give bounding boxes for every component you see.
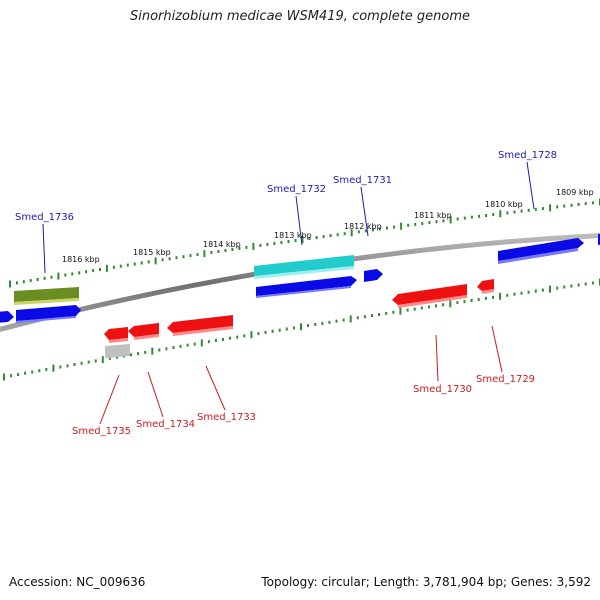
gene-label-smed-1731[interactable]: Smed_1731 (333, 175, 392, 186)
gene-label-smed-1734[interactable]: Smed_1734 (136, 419, 195, 430)
gene-cyan-1732[interactable] (254, 255, 354, 276)
forward-genes (0, 233, 600, 323)
reverse-genes (104, 279, 494, 358)
gene-label-smed-1730[interactable]: Smed_1730 (413, 384, 472, 395)
reverse-leader-lines (99, 325, 503, 425)
genome-title: Sinorhizobium medicae WSM419, complete g… (129, 9, 471, 24)
kbp-label-1816: 1816 kbp (62, 255, 100, 264)
reverse-tick-track (3, 278, 600, 381)
gene-label-smed-1733[interactable]: Smed_1733 (197, 412, 256, 423)
gene-label-smed-1728[interactable]: Smed_1728 (498, 150, 557, 161)
kbp-label-1814: 1814 kbp (203, 240, 241, 249)
kbp-label-1809: 1809 kbp (556, 188, 594, 197)
forward-tick-track (9, 198, 600, 288)
kbp-label-1810: 1810 kbp (485, 200, 523, 209)
accession-label: Accession: NC_009636 (9, 575, 146, 589)
gene-red-1735[interactable] (104, 327, 128, 340)
kbp-label-1811: 1811 kbp (414, 211, 452, 220)
gene-label-smed-1729[interactable]: Smed_1729 (476, 374, 535, 385)
kbp-label-1812: 1812 kbp (344, 222, 382, 231)
gene-blue-forward-1[interactable] (16, 305, 81, 321)
gene-red-1734[interactable] (128, 323, 159, 337)
topology-label: Topology: circular; Length: 3,781,904 bp… (261, 575, 591, 589)
gene-olive-1736-region[interactable] (14, 287, 79, 302)
forward-leader-lines (42, 161, 535, 274)
kbp-label-1813: 1813 kbp (274, 231, 312, 240)
kbp-label-1815: 1815 kbp (133, 248, 171, 257)
gene-label-smed-1732[interactable]: Smed_1732 (267, 184, 326, 195)
gene-label-smed-1735[interactable]: Smed_1735 (72, 426, 131, 437)
gene-red-1730[interactable] (392, 284, 467, 305)
gene-red-1733[interactable] (167, 315, 233, 333)
gene-blue-1731[interactable] (364, 269, 383, 282)
gene-label-smed-1736[interactable]: Smed_1736 (15, 212, 74, 223)
gene-red-1729[interactable] (477, 279, 494, 291)
gene-blue-forward-edge[interactable] (0, 311, 14, 323)
gene-blue-forward-2[interactable] (256, 276, 357, 296)
gene-blue-1728[interactable] (498, 238, 584, 261)
gene-gray-1735[interactable] (105, 344, 130, 358)
